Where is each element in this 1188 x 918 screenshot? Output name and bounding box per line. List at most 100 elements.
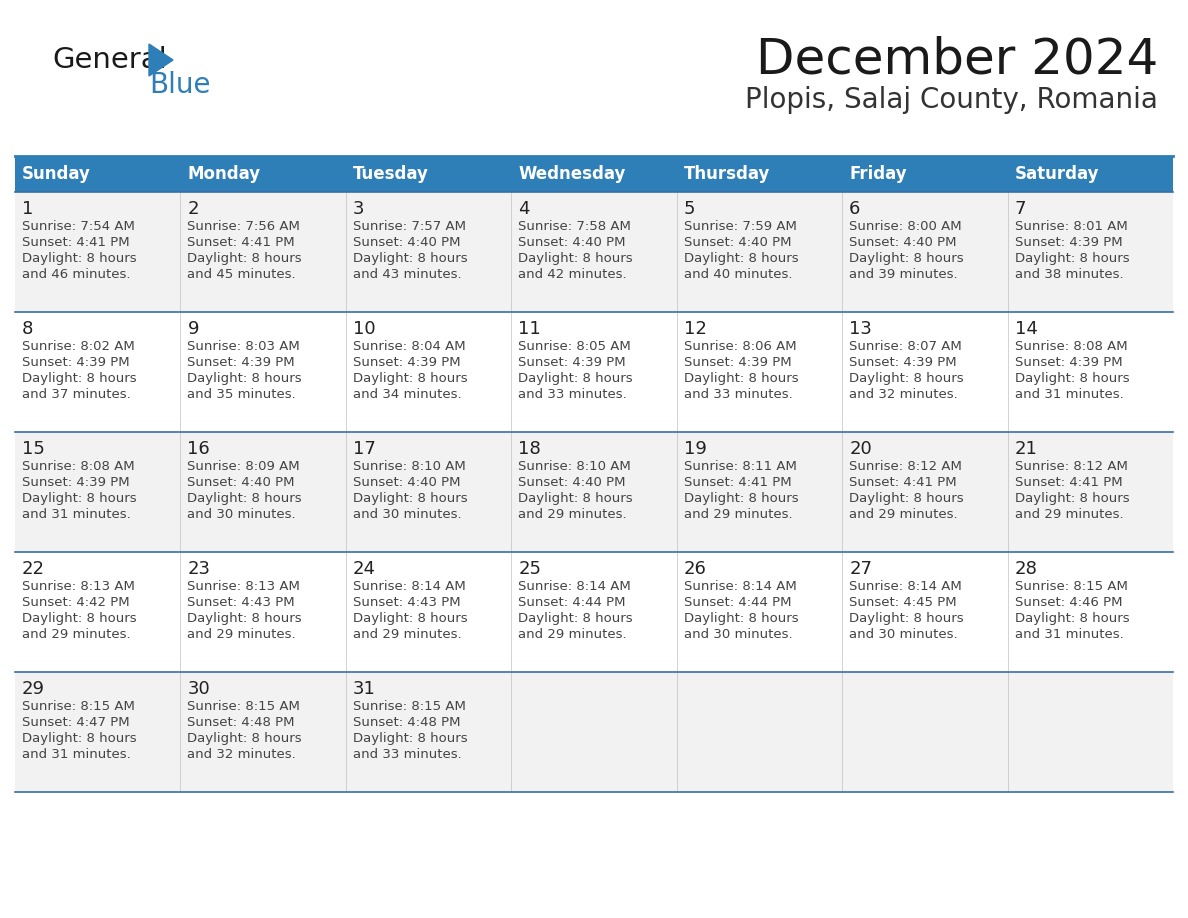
Text: Daylight: 8 hours: Daylight: 8 hours bbox=[188, 372, 302, 385]
Text: Sunrise: 8:15 AM: Sunrise: 8:15 AM bbox=[188, 700, 301, 713]
Text: Sunrise: 7:56 AM: Sunrise: 7:56 AM bbox=[188, 220, 301, 233]
Text: 14: 14 bbox=[1015, 320, 1037, 338]
Text: and 42 minutes.: and 42 minutes. bbox=[518, 268, 627, 281]
Bar bbox=[181, 156, 346, 192]
Text: Sunrise: 8:15 AM: Sunrise: 8:15 AM bbox=[23, 700, 135, 713]
Text: Daylight: 8 hours: Daylight: 8 hours bbox=[849, 612, 963, 625]
Text: and 29 minutes.: and 29 minutes. bbox=[1015, 508, 1123, 521]
Text: Sunset: 4:39 PM: Sunset: 4:39 PM bbox=[1015, 356, 1123, 369]
Text: and 39 minutes.: and 39 minutes. bbox=[849, 268, 958, 281]
Text: 24: 24 bbox=[353, 560, 375, 578]
Text: and 33 minutes.: and 33 minutes. bbox=[518, 388, 627, 401]
Text: Sunrise: 8:10 AM: Sunrise: 8:10 AM bbox=[353, 460, 466, 473]
Text: and 43 minutes.: and 43 minutes. bbox=[353, 268, 461, 281]
Text: Daylight: 8 hours: Daylight: 8 hours bbox=[353, 492, 468, 505]
Text: Daylight: 8 hours: Daylight: 8 hours bbox=[353, 252, 468, 265]
Text: Sunrise: 8:02 AM: Sunrise: 8:02 AM bbox=[23, 340, 134, 353]
Text: 12: 12 bbox=[684, 320, 707, 338]
Polygon shape bbox=[148, 44, 173, 76]
Text: and 32 minutes.: and 32 minutes. bbox=[188, 748, 296, 761]
Text: Blue: Blue bbox=[148, 71, 210, 99]
Text: 22: 22 bbox=[23, 560, 45, 578]
Text: Sunrise: 8:09 AM: Sunrise: 8:09 AM bbox=[188, 460, 301, 473]
Text: Sunrise: 8:08 AM: Sunrise: 8:08 AM bbox=[23, 460, 134, 473]
Text: Sunset: 4:44 PM: Sunset: 4:44 PM bbox=[684, 596, 791, 609]
Text: Daylight: 8 hours: Daylight: 8 hours bbox=[23, 372, 137, 385]
Bar bbox=[15, 672, 1173, 792]
Bar bbox=[15, 552, 1173, 672]
Text: Sunrise: 7:59 AM: Sunrise: 7:59 AM bbox=[684, 220, 797, 233]
Text: Sunrise: 8:08 AM: Sunrise: 8:08 AM bbox=[1015, 340, 1127, 353]
Text: and 32 minutes.: and 32 minutes. bbox=[849, 388, 958, 401]
Text: Daylight: 8 hours: Daylight: 8 hours bbox=[188, 252, 302, 265]
Text: and 40 minutes.: and 40 minutes. bbox=[684, 268, 792, 281]
Text: Sunrise: 8:03 AM: Sunrise: 8:03 AM bbox=[188, 340, 301, 353]
Text: 16: 16 bbox=[188, 440, 210, 458]
Text: Daylight: 8 hours: Daylight: 8 hours bbox=[518, 492, 633, 505]
Text: Sunset: 4:48 PM: Sunset: 4:48 PM bbox=[353, 716, 461, 729]
Text: Sunrise: 7:57 AM: Sunrise: 7:57 AM bbox=[353, 220, 466, 233]
Text: December 2024: December 2024 bbox=[756, 36, 1158, 84]
Text: Daylight: 8 hours: Daylight: 8 hours bbox=[1015, 252, 1130, 265]
Text: General: General bbox=[52, 46, 166, 74]
Text: Daylight: 8 hours: Daylight: 8 hours bbox=[23, 252, 137, 265]
Text: Saturday: Saturday bbox=[1015, 165, 1099, 183]
Text: Sunday: Sunday bbox=[23, 165, 90, 183]
Text: Daylight: 8 hours: Daylight: 8 hours bbox=[188, 732, 302, 745]
Text: and 30 minutes.: and 30 minutes. bbox=[353, 508, 461, 521]
Text: Sunrise: 7:58 AM: Sunrise: 7:58 AM bbox=[518, 220, 631, 233]
Text: Daylight: 8 hours: Daylight: 8 hours bbox=[23, 732, 137, 745]
Text: and 31 minutes.: and 31 minutes. bbox=[23, 748, 131, 761]
Text: 18: 18 bbox=[518, 440, 541, 458]
Text: Sunrise: 8:07 AM: Sunrise: 8:07 AM bbox=[849, 340, 962, 353]
Text: Sunrise: 8:13 AM: Sunrise: 8:13 AM bbox=[23, 580, 135, 593]
Text: Sunrise: 8:05 AM: Sunrise: 8:05 AM bbox=[518, 340, 631, 353]
Text: and 29 minutes.: and 29 minutes. bbox=[684, 508, 792, 521]
Text: Sunrise: 8:14 AM: Sunrise: 8:14 AM bbox=[684, 580, 796, 593]
Text: 11: 11 bbox=[518, 320, 541, 338]
Text: Daylight: 8 hours: Daylight: 8 hours bbox=[849, 492, 963, 505]
Text: Sunset: 4:44 PM: Sunset: 4:44 PM bbox=[518, 596, 626, 609]
Text: Sunset: 4:39 PM: Sunset: 4:39 PM bbox=[849, 356, 956, 369]
Text: Thursday: Thursday bbox=[684, 165, 770, 183]
Text: Sunrise: 8:06 AM: Sunrise: 8:06 AM bbox=[684, 340, 796, 353]
Text: 7: 7 bbox=[1015, 200, 1026, 218]
Text: and 45 minutes.: and 45 minutes. bbox=[188, 268, 296, 281]
Bar bbox=[1007, 156, 1173, 192]
Text: Daylight: 8 hours: Daylight: 8 hours bbox=[684, 492, 798, 505]
Text: Sunrise: 8:14 AM: Sunrise: 8:14 AM bbox=[518, 580, 631, 593]
Text: 4: 4 bbox=[518, 200, 530, 218]
Text: Daylight: 8 hours: Daylight: 8 hours bbox=[849, 372, 963, 385]
Text: Sunset: 4:41 PM: Sunset: 4:41 PM bbox=[23, 236, 129, 249]
Bar bbox=[346, 156, 511, 192]
Text: Sunset: 4:41 PM: Sunset: 4:41 PM bbox=[188, 236, 295, 249]
Text: Sunset: 4:40 PM: Sunset: 4:40 PM bbox=[353, 236, 461, 249]
Text: and 29 minutes.: and 29 minutes. bbox=[518, 628, 627, 641]
Text: Sunrise: 8:15 AM: Sunrise: 8:15 AM bbox=[353, 700, 466, 713]
Text: Sunset: 4:39 PM: Sunset: 4:39 PM bbox=[23, 476, 129, 489]
Text: Wednesday: Wednesday bbox=[518, 165, 626, 183]
Text: and 33 minutes.: and 33 minutes. bbox=[684, 388, 792, 401]
Text: Sunset: 4:39 PM: Sunset: 4:39 PM bbox=[188, 356, 295, 369]
Text: Sunset: 4:39 PM: Sunset: 4:39 PM bbox=[518, 356, 626, 369]
Text: Sunset: 4:46 PM: Sunset: 4:46 PM bbox=[1015, 596, 1123, 609]
Text: Tuesday: Tuesday bbox=[353, 165, 429, 183]
Text: Daylight: 8 hours: Daylight: 8 hours bbox=[684, 252, 798, 265]
Text: Daylight: 8 hours: Daylight: 8 hours bbox=[353, 372, 468, 385]
Text: Sunrise: 7:54 AM: Sunrise: 7:54 AM bbox=[23, 220, 135, 233]
Text: Sunset: 4:40 PM: Sunset: 4:40 PM bbox=[353, 476, 461, 489]
Text: 25: 25 bbox=[518, 560, 542, 578]
Text: 15: 15 bbox=[23, 440, 45, 458]
Text: Daylight: 8 hours: Daylight: 8 hours bbox=[518, 612, 633, 625]
Text: and 38 minutes.: and 38 minutes. bbox=[1015, 268, 1123, 281]
Text: Sunrise: 8:13 AM: Sunrise: 8:13 AM bbox=[188, 580, 301, 593]
Text: Sunrise: 8:00 AM: Sunrise: 8:00 AM bbox=[849, 220, 962, 233]
Text: Sunset: 4:40 PM: Sunset: 4:40 PM bbox=[518, 236, 626, 249]
Text: Sunset: 4:43 PM: Sunset: 4:43 PM bbox=[353, 596, 461, 609]
Text: Sunset: 4:39 PM: Sunset: 4:39 PM bbox=[1015, 236, 1123, 249]
Text: and 30 minutes.: and 30 minutes. bbox=[188, 508, 296, 521]
Text: 6: 6 bbox=[849, 200, 860, 218]
Text: Daylight: 8 hours: Daylight: 8 hours bbox=[353, 612, 468, 625]
Text: Sunset: 4:39 PM: Sunset: 4:39 PM bbox=[23, 356, 129, 369]
Text: 3: 3 bbox=[353, 200, 365, 218]
